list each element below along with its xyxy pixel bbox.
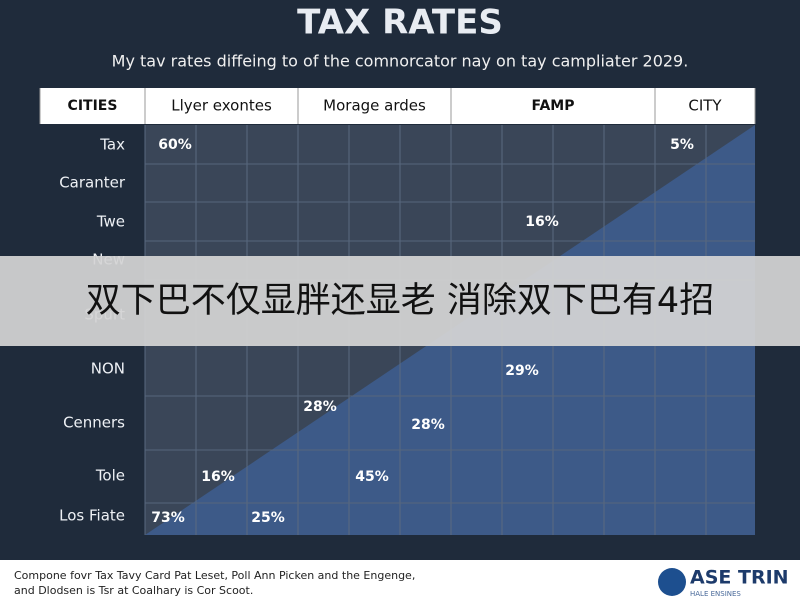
cell-value: 16% [201, 469, 235, 485]
banner-bg [0, 256, 800, 346]
logo-icon [658, 568, 686, 596]
cell-value: 16% [525, 214, 559, 230]
column-header: Morage ardes [323, 97, 426, 115]
column-header: Llyer exontes [171, 97, 272, 115]
logo: ASE TRIN [690, 567, 789, 589]
cell-value: 28% [411, 417, 445, 433]
cell-value: 25% [251, 510, 285, 526]
row-label: Caranter [59, 174, 126, 192]
cell-value: 28% [303, 399, 337, 415]
footer-line: and Dlodsen is Tsr at Coalhary is Cor Sc… [14, 584, 253, 597]
cell-value: 29% [505, 363, 539, 379]
banner: 双下巴不仅显胖还显老 消除双下巴有4招 [86, 281, 714, 321]
column-header: CITY [688, 97, 722, 115]
header-row [40, 88, 755, 124]
column-header: CITIES [68, 98, 118, 114]
row-label: Twe [96, 213, 125, 231]
row-label: Tax [99, 136, 125, 154]
subtitle: My tav rates diffeing to of the comnorca… [112, 52, 689, 71]
column-header: FAMP [532, 98, 575, 114]
row-label: Los Fiate [59, 507, 125, 525]
footer-line: Compone fovr Tax Tavy Card Pat Leset, Po… [14, 569, 415, 582]
cell-value: 60% [158, 137, 192, 153]
row-label: Tole [95, 467, 125, 485]
row-label: NON [91, 360, 125, 378]
row-label: Cenners [63, 414, 125, 432]
title: TAX RATES [297, 3, 503, 43]
logo-sub: HALE ENSINES [690, 590, 741, 598]
cell-value: 5% [670, 137, 694, 153]
cell-value: 45% [355, 469, 389, 485]
cell-value: 73% [151, 510, 185, 526]
